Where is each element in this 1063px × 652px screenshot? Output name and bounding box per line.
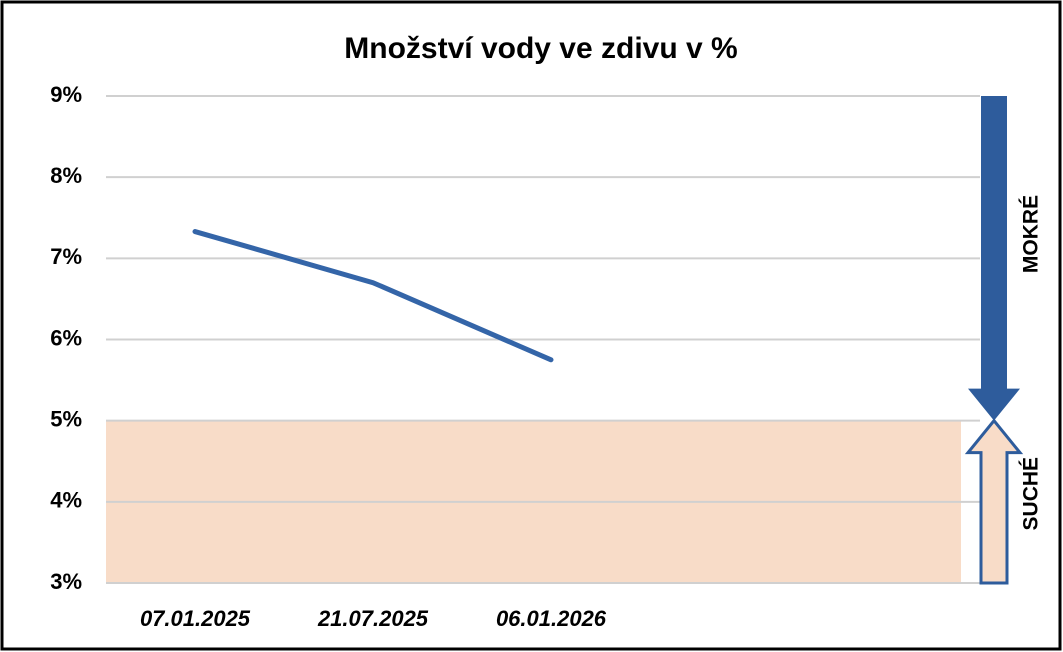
chart-title: Množství vody ve zdivu v % <box>344 32 737 65</box>
data-line <box>192 229 554 363</box>
y-tick-label: 4% <box>50 488 82 513</box>
y-tick-label: 9% <box>50 82 82 107</box>
y-tick-label: 3% <box>50 569 82 594</box>
y-tick-label: 6% <box>50 325 82 350</box>
arrow-label: MOKRÉ <box>1020 195 1043 273</box>
y-tick-label: 5% <box>50 406 82 431</box>
arrow <box>964 418 1024 585</box>
y-tick-label: 8% <box>50 163 82 188</box>
x-tick-label: 06.01.2026 <box>496 606 607 631</box>
arrow <box>968 96 1020 421</box>
arrow-label: SUCHÉ <box>1020 457 1043 531</box>
x-tick-label: 07.01.2025 <box>140 606 251 631</box>
x-tick-label: 21.07.2025 <box>317 606 429 631</box>
y-tick-label: 7% <box>50 244 82 269</box>
